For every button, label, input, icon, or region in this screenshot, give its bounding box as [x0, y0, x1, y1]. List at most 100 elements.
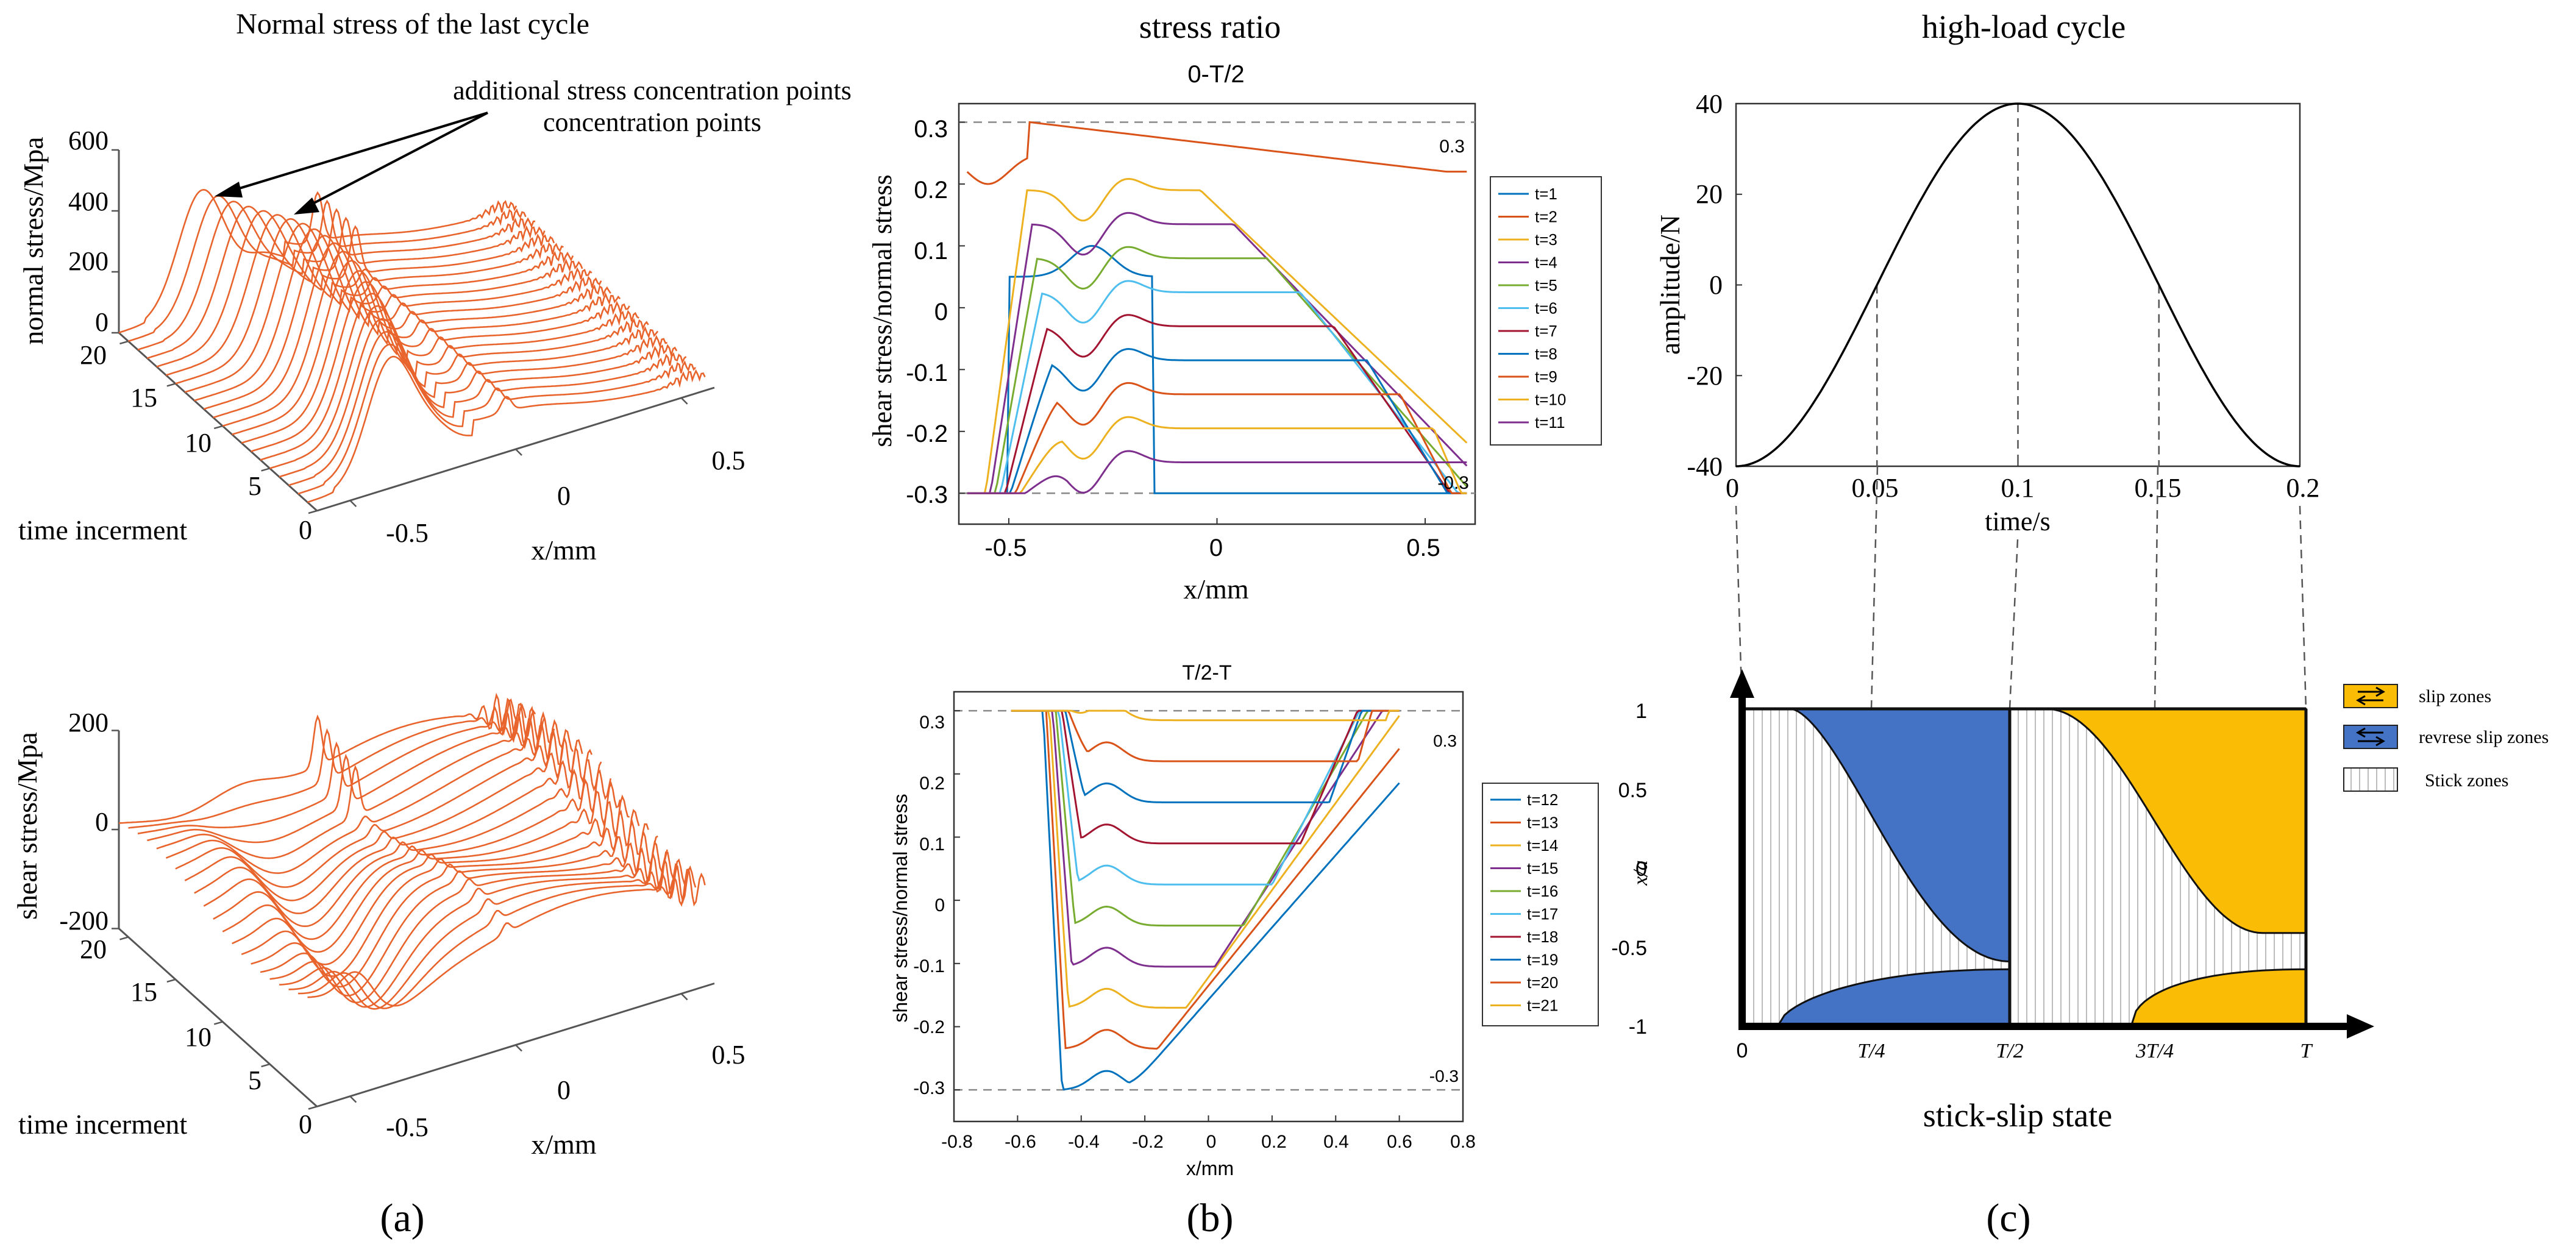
legend-bottom: t=12 t=13 t=14 t=15 t=16 t=17 t=18 t=19 t=20 t=21 [1490, 791, 1558, 1015]
time-slice-curve-t12 [203, 759, 602, 928]
time-slice-curve-t19 [137, 702, 536, 834]
time-slice-curve-t14 [184, 222, 583, 393]
amp-xtick-01: 0.1 [2001, 473, 2035, 503]
series-line-t1 [967, 244, 1467, 494]
panel-c-title: high-load cycle [1922, 9, 2126, 45]
time-increment-label-bottom: time incerment [18, 1109, 187, 1140]
series-line-t14 [1011, 709, 1400, 1009]
normal-stress-axes [112, 149, 715, 514]
series-line-t13 [1011, 709, 1400, 1050]
series-line-t5 [967, 246, 1468, 494]
y-tick-20: 20 [80, 340, 107, 370]
time-slice-curve-t14 [184, 734, 583, 901]
x-tick-neg05-b: -0.5 [386, 1112, 429, 1142]
ss-title: stick-slip state [1923, 1097, 2112, 1134]
legend-label-t13: t=13 [1527, 814, 1558, 832]
x-tick-neg05: -0.5 [386, 518, 429, 548]
time-slice-curve-t5 [269, 305, 667, 469]
legend-label-t20: t=20 [1527, 973, 1558, 992]
legend-slip-label: slip zones [2419, 686, 2491, 706]
connector-3T4 [2154, 466, 2159, 709]
x-tick-mark [349, 1095, 357, 1103]
ss-xtick-T2: T/2 [1996, 1040, 2023, 1062]
stress-ratio-plot-bottom: T/2-T 0.3 -0.3 0.3 0.2 0.1 0 -0.1 -0.2 -… [889, 661, 1599, 1179]
amplitude-plot: 40 20 0 -20 -40 0 0.05 0.1 0.15 0.2 time… [1654, 89, 2320, 536]
annotation-stress-points: additional stress concentration points [453, 76, 852, 105]
time-tick-mark [308, 1106, 318, 1110]
time-slice-curve-t5 [269, 840, 668, 1004]
y-tick-0-b: 0 [299, 1109, 312, 1139]
time-slice-curve-t3 [288, 857, 687, 1010]
time-slice-curve-t21 [118, 188, 518, 334]
xlabel-top: x/mm [1183, 574, 1249, 605]
time-slice-curve-t7 [251, 281, 649, 452]
legend-label-t21: t=21 [1527, 997, 1558, 1015]
series-line-t3 [967, 177, 1468, 494]
ytick-03-top: 0.3 [914, 116, 948, 143]
panel-c-label: (c) [1986, 1196, 2030, 1240]
time-slice-curve-t16 [165, 719, 564, 874]
xtick-06: 0.6 [1387, 1132, 1412, 1152]
stick-slip-legend: slip zones revrese slip zones Stick zone… [2343, 684, 2549, 792]
annotation-arrowhead-2 [294, 197, 319, 215]
y-tick-20-b: 20 [80, 934, 107, 964]
x-tick-mark [515, 1044, 522, 1052]
ticks-top [959, 121, 1426, 524]
y-tick-10: 10 [185, 428, 212, 458]
time-slice-curve-t6 [260, 829, 658, 997]
amplitude-curve [1735, 102, 2300, 467]
time-slice-curve-t11 [213, 242, 611, 419]
legend-label-t5: t=5 [1535, 276, 1557, 294]
amp-ylabel: amplitude/N [1654, 215, 1685, 355]
legend-slip-arrows-icon [2356, 686, 2385, 706]
legend-stick-label: Stick zones [2425, 770, 2508, 791]
panel-b: stress ratio 0-T/2 0.3 -0.3 0.3 0.2 0.1 … [867, 9, 1602, 1240]
ss-ytick-0: 0 [1635, 858, 1647, 881]
time-slice-curve-t10 [222, 781, 621, 953]
amplitude-ticks [1735, 103, 2300, 467]
x-tick-mark [680, 397, 688, 405]
normal-stress-zlabel: normal stress/Mpa [18, 137, 49, 344]
x-tick-0-b: 0 [557, 1075, 571, 1105]
xtick-neg04: -0.4 [1068, 1132, 1100, 1152]
panel-b-title: stress ratio [1139, 9, 1281, 45]
xtick-05-top: 0.5 [1406, 535, 1440, 561]
time-slice-curve-t9 [232, 260, 630, 436]
legend-slip-swatch [2343, 684, 2398, 708]
legend-label-t10: t=10 [1535, 391, 1566, 409]
time-slice-curve-t15 [175, 218, 574, 385]
series-line-t19 [1011, 709, 1400, 803]
limit-label-neg-bottom: -0.3 [1429, 1067, 1459, 1086]
panel-b-label: (b) [1187, 1196, 1234, 1240]
time-axis-line [118, 332, 318, 512]
y-tick-5: 5 [248, 471, 262, 501]
shear-stress-zlabel: shear stress/Mpa [12, 732, 43, 920]
z-tick-600: 600 [68, 126, 109, 155]
slip-zone-lower [2130, 968, 2307, 1026]
amp-ytick-neg20: -20 [1687, 361, 1723, 391]
time-slice-curve-t20 [128, 697, 527, 829]
limit-label-pos-top: 0.3 [1439, 137, 1465, 157]
time-slice-curve-t13 [194, 745, 592, 914]
legend-label-t12: t=12 [1527, 791, 1558, 809]
ylabel-bottom: shear stress/normal stress [889, 794, 911, 1022]
time-slice-curve-t16 [166, 214, 564, 376]
series-line-t9 [967, 382, 1467, 494]
time-slice-curve-t18 [147, 205, 546, 359]
reverse-slip-zone-upper [1790, 708, 2011, 962]
time-tick-mark [166, 978, 176, 983]
ss-ytick-neg05: -0.5 [1611, 937, 1647, 960]
ytick-neg03-top: -0.3 [906, 482, 948, 508]
legend-label-t17: t=17 [1527, 905, 1558, 923]
legend-label-t6: t=6 [1535, 299, 1557, 318]
series-line-t18 [1011, 709, 1400, 845]
z-tick-200: 200 [68, 246, 109, 276]
xlabel-bottom: x/mm [1186, 1157, 1234, 1179]
ytick-neg02-top: -0.2 [906, 421, 948, 447]
plot-frame-bottom [953, 691, 1464, 1123]
time-tick-mark [308, 510, 318, 514]
x-tick-mark [680, 993, 688, 1001]
ss-xtick-T: T [2300, 1040, 2313, 1062]
time-tick-mark [119, 936, 129, 940]
